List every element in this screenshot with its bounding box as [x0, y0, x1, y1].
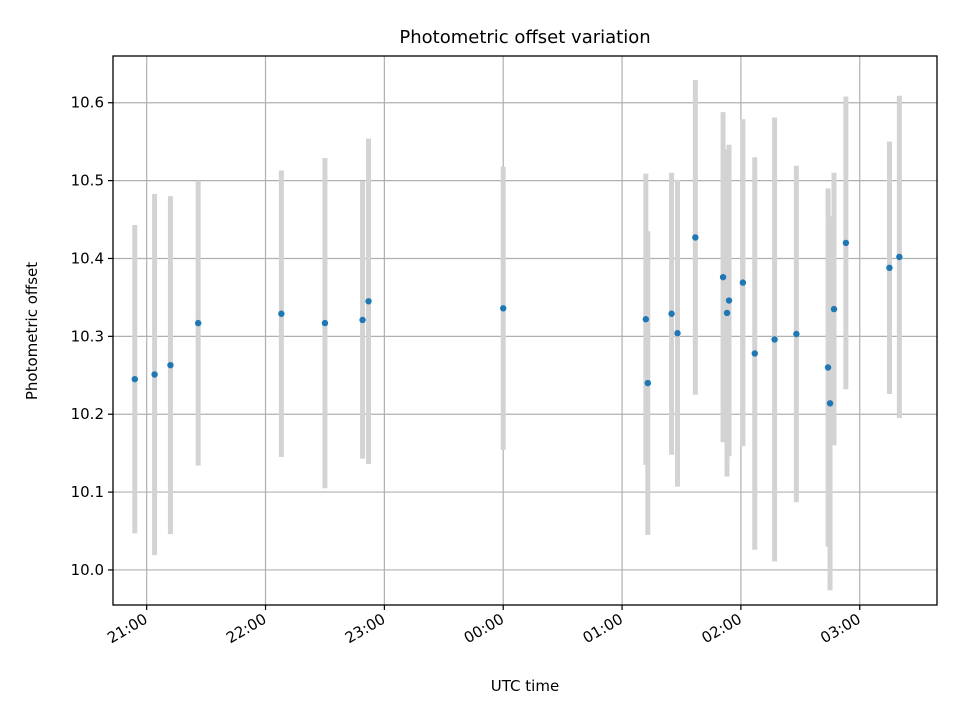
y-tick-label: 10.6 — [71, 94, 104, 112]
data-point — [830, 305, 838, 313]
data-point — [151, 371, 158, 378]
plot-frame — [112, 55, 938, 606]
data-points — [131, 234, 903, 407]
data-point — [668, 310, 675, 317]
grid — [113, 56, 937, 605]
y-tick-label: 10.0 — [71, 561, 104, 579]
data-point — [886, 264, 893, 272]
data-point — [719, 273, 727, 281]
y-tick-label: 10.5 — [71, 172, 104, 190]
x-tick-label: 23:00 — [342, 610, 388, 647]
x-axis-label: UTC time — [491, 677, 559, 695]
data-point — [739, 279, 747, 286]
chart-title: Photometric offset variation — [399, 27, 650, 48]
y-axis-label: Photometric offset — [23, 262, 41, 400]
x-tick-label: 21:00 — [104, 610, 150, 647]
y-tick-label: 10.4 — [71, 249, 104, 267]
x-tick-label: 01:00 — [580, 610, 626, 647]
x-tick-label: 22:00 — [223, 610, 269, 647]
data-point — [793, 330, 800, 338]
data-point — [131, 375, 138, 383]
data-point — [278, 310, 285, 317]
data-point — [500, 305, 507, 312]
data-point — [826, 400, 834, 407]
error-bars — [132, 80, 902, 591]
data-point — [674, 330, 681, 337]
data-point — [723, 309, 731, 317]
x-tick-label: 02:00 — [698, 610, 744, 647]
data-point — [167, 361, 174, 369]
data-point — [751, 350, 758, 357]
data-point — [824, 364, 832, 371]
data-point — [359, 316, 366, 324]
data-point — [365, 298, 372, 305]
data-point — [725, 297, 733, 304]
data-point — [321, 319, 329, 327]
y-tick-label: 10.1 — [71, 483, 104, 501]
data-point — [842, 239, 850, 247]
data-point — [644, 379, 652, 387]
x-tick-label: 03:00 — [817, 610, 863, 647]
data-point — [692, 234, 699, 241]
x-tick-label: 00:00 — [461, 610, 507, 647]
data-point — [896, 253, 903, 261]
data-point — [194, 319, 202, 327]
y-tick-label: 10.3 — [71, 327, 104, 345]
y-tick-label: 10.2 — [71, 405, 104, 423]
data-point — [771, 336, 778, 343]
data-point — [642, 316, 650, 323]
